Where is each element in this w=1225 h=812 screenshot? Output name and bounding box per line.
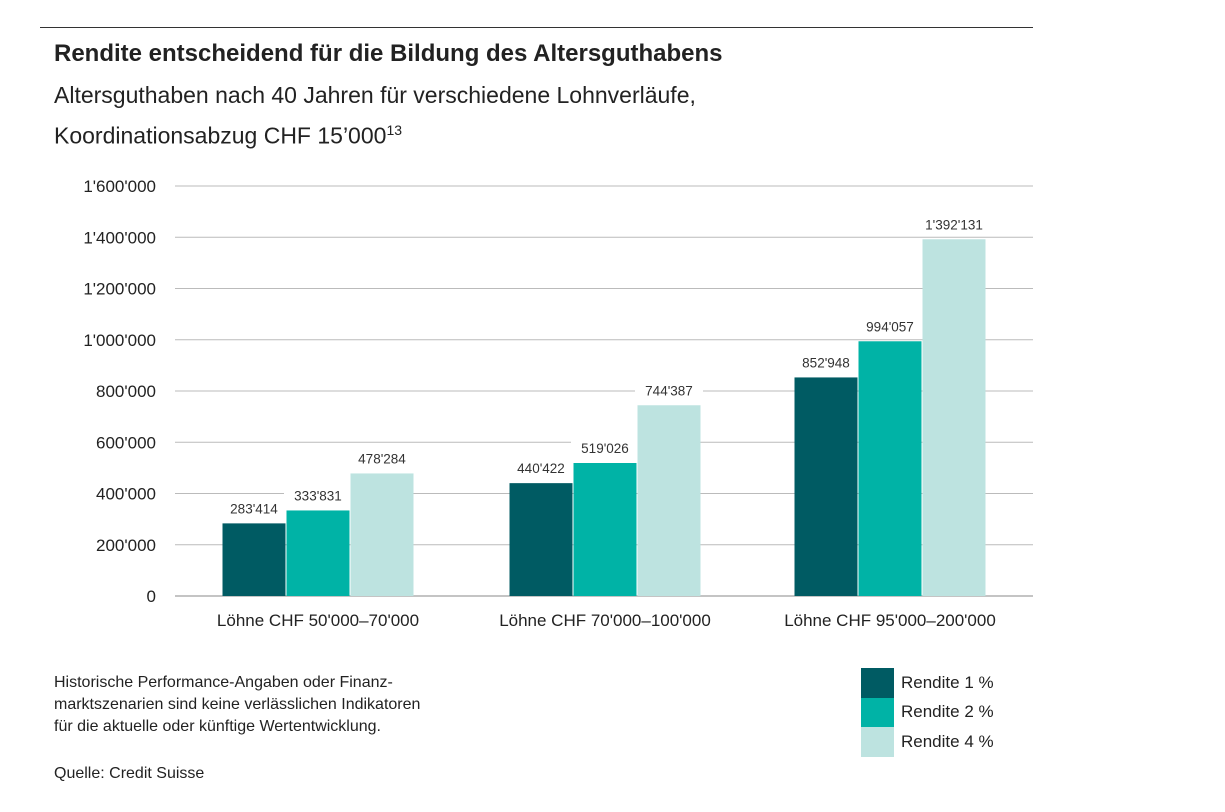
- bar: [922, 239, 986, 597]
- label-background: [635, 381, 703, 400]
- label-background: [571, 438, 639, 457]
- label-background: [507, 459, 575, 478]
- label-background: [284, 486, 352, 505]
- data-label: 478'284: [358, 451, 406, 466]
- y-tick-label: 200'000: [96, 536, 156, 555]
- bar: [573, 462, 637, 596]
- legend-item: Rendite 1 %: [861, 668, 994, 698]
- y-tick-label: 1'000'000: [83, 331, 156, 350]
- note-line: Historische Performance-Angaben oder Fin…: [54, 674, 393, 691]
- legend-item: Rendite 4 %: [861, 727, 994, 757]
- legend-swatch: [861, 697, 894, 727]
- label-background: [220, 499, 288, 518]
- bar: [794, 377, 858, 596]
- label-background: [792, 353, 860, 372]
- source-note: Quelle: Credit Suisse: [54, 765, 205, 782]
- chart-title: Rendite entscheidend für die Bildung des…: [54, 40, 723, 67]
- legend: Rendite 1 % Rendite 2 % Rendite 4 %: [861, 668, 994, 757]
- bar: [222, 523, 286, 596]
- legend-swatch: [861, 727, 894, 757]
- x-category-label: Löhne CHF 95'000–200'000: [784, 611, 996, 630]
- disclaimer-note: Historische Performance-Angaben oder Fin…: [54, 672, 514, 738]
- y-tick-label: 1'600'000: [83, 177, 156, 196]
- bar: [509, 483, 573, 596]
- data-label: 333'831: [294, 488, 342, 503]
- data-label: 283'414: [230, 501, 278, 516]
- label-background: [920, 215, 988, 234]
- note-line: marktszenarien sind keine verlässlichen …: [54, 696, 421, 713]
- legend-item: Rendite 2 %: [861, 697, 994, 727]
- x-category-label: Löhne CHF 70'000–100'000: [499, 611, 711, 630]
- data-label: 994'057: [866, 319, 914, 334]
- subtitle-text: Koordinationsabzug CHF 15’000: [54, 122, 387, 149]
- footnote-ref: 13: [386, 122, 403, 138]
- bar: [350, 473, 414, 596]
- legend-label: Rendite 2 %: [901, 702, 994, 722]
- bar: [858, 341, 922, 596]
- y-tick-label: 400'000: [96, 485, 156, 504]
- x-category-label: Löhne CHF 50'000–70'000: [217, 611, 419, 630]
- legend-label: Rendite 4 %: [901, 731, 994, 751]
- data-label: 852'948: [802, 355, 850, 370]
- top-rule: [40, 27, 1033, 28]
- data-label: 744'387: [645, 383, 693, 398]
- subtitle-line-1: Altersguthaben nach 40 Jahren für versch…: [54, 82, 696, 108]
- bar: [286, 510, 350, 596]
- label-background: [348, 449, 416, 468]
- data-label: 1'392'131: [925, 217, 983, 232]
- y-tick-label: 1'400'000: [83, 228, 156, 247]
- bar: [637, 405, 701, 596]
- subtitle-line-2: Koordinationsabzug CHF 15’00013: [54, 113, 696, 154]
- y-tick-label: 600'000: [96, 433, 156, 452]
- note-line: für die aktuelle oder künftige Wertentwi…: [54, 718, 381, 735]
- legend-label: Rendite 1 %: [901, 672, 994, 692]
- label-background: [856, 317, 924, 336]
- data-label: 519'026: [581, 441, 629, 456]
- y-tick-label: 800'000: [96, 382, 156, 401]
- data-label: 440'422: [517, 461, 565, 476]
- chart-subtitle: Altersguthaben nach 40 Jahren für versch…: [54, 78, 696, 154]
- legend-swatch: [861, 668, 894, 698]
- y-tick-label: 0: [147, 587, 156, 606]
- y-tick-label: 1'200'000: [83, 280, 156, 299]
